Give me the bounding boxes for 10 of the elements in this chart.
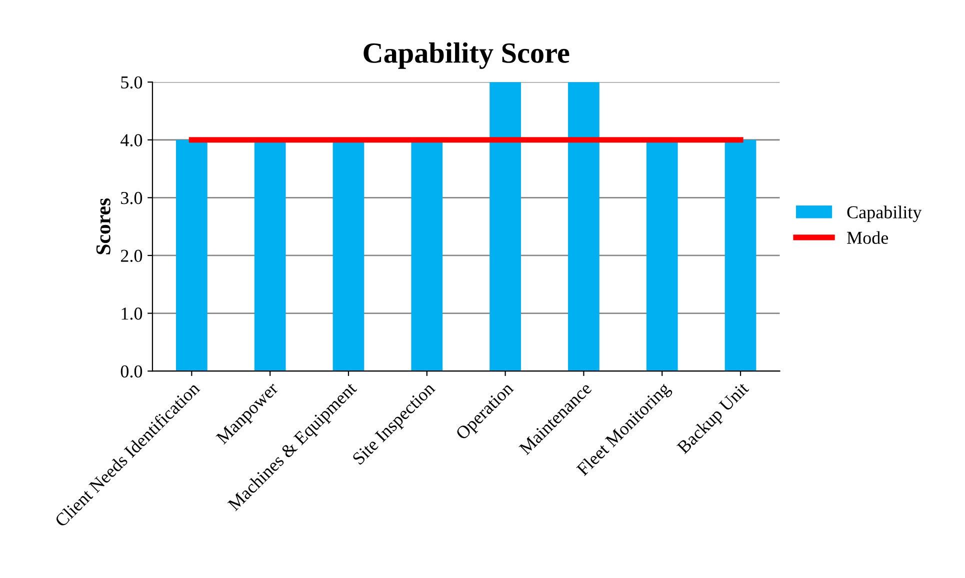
y-tick-label: 3.0 (121, 192, 142, 204)
legend-label: Mode (847, 231, 888, 244)
legend-label: Capability (847, 206, 922, 222)
y-tick-label: 5.0 (121, 76, 142, 89)
y-tick-label: 4.0 (120, 134, 142, 146)
y-axis-title: Scores (96, 198, 110, 254)
chart-title: Capability Score (364, 42, 570, 69)
y-tick-label: 0.0 (120, 365, 142, 378)
y-tick-label: 1.0 (122, 308, 142, 320)
y-tick-label: 2.0 (120, 250, 142, 262)
